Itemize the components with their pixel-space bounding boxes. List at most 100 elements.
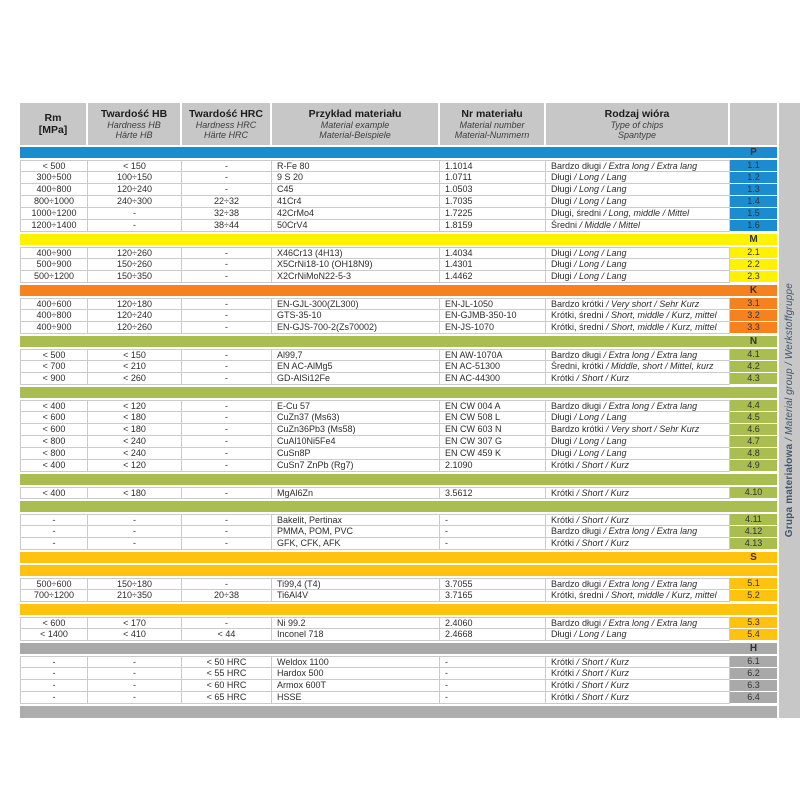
cell-rm: - bbox=[20, 526, 88, 538]
cell-material-number: - bbox=[440, 514, 546, 526]
chip-type-en-de: / Long / Lang bbox=[571, 436, 627, 446]
cell-chip-type: Krótki / Short / Kurz bbox=[546, 487, 730, 499]
group-bar-p: P bbox=[20, 147, 777, 158]
cell-rm: 1000÷1200 bbox=[20, 208, 88, 220]
row-id-badge: 4.2 bbox=[730, 361, 777, 373]
cell-material-number: EN AC-51300 bbox=[440, 361, 546, 373]
cell-chip-type: Bardzo długi / Extra long / Extra lang bbox=[546, 160, 730, 172]
cell-chip-type: Bardzo długi / Extra long / Extra lang bbox=[546, 526, 730, 538]
chip-type-pl: Bardzo długi bbox=[551, 579, 602, 589]
cell-chip-type: Krótki / Short / Kurz bbox=[546, 656, 730, 668]
cell-hardness-hrc: - bbox=[182, 247, 272, 259]
table-row: < 800 < 240- CuSn8P EN CW 459 K Długi / Long… bbox=[20, 448, 777, 460]
cell-material-number: EN CW 307 G bbox=[440, 436, 546, 448]
table-row: 400÷600 120÷180- EN-GJL-300(ZL300) EN-JL-10… bbox=[20, 298, 777, 310]
cell-hardness-hb: < 410 bbox=[88, 629, 182, 641]
cell-rm: 400÷800 bbox=[20, 310, 88, 322]
cell-hardness-hb: - bbox=[88, 680, 182, 692]
cell-hardness-hrc: - bbox=[182, 412, 272, 424]
table-row: - - - GFK, CFK, AFK - Krótki / Short / Kurz 4.… bbox=[20, 538, 777, 550]
chip-type-pl: Krótki bbox=[551, 692, 575, 702]
col-header-material-example: Przykład materiału Material example Mate… bbox=[272, 103, 440, 145]
cell-material-number: 2.1090 bbox=[440, 460, 546, 472]
chip-type-en-de: / Long / Lang bbox=[571, 172, 627, 182]
cell-rm: < 700 bbox=[20, 361, 88, 373]
cell-chip-type: Krótki / Short / Kurz bbox=[546, 460, 730, 472]
cell-chip-type: Długi / Long / Lang bbox=[546, 629, 730, 641]
cell-material-example: PMMA, POM, PVC bbox=[272, 526, 440, 538]
cell-material-number: 1.4462 bbox=[440, 271, 546, 283]
group-divider bbox=[20, 501, 777, 512]
row-id-badge: 1.4 bbox=[730, 196, 777, 208]
row-id-badge: 4.12 bbox=[730, 526, 777, 538]
group-bar-m: M bbox=[20, 234, 777, 245]
cell-hardness-hb: < 240 bbox=[88, 448, 182, 460]
chip-type-en-de: / Short / Kurz bbox=[574, 488, 630, 498]
chip-type-en-de: / Extra long / Extra lang bbox=[601, 161, 698, 171]
cell-material-number: - bbox=[440, 656, 546, 668]
cell-hardness-hrc: 22÷32 bbox=[182, 196, 272, 208]
chip-type-pl: Długi bbox=[551, 448, 572, 458]
cell-material-number: 2.4668 bbox=[440, 629, 546, 641]
material-group-side-label: Grupa materiałowa / Material group / Wer… bbox=[784, 283, 795, 537]
cell-hardness-hrc: - bbox=[182, 298, 272, 310]
group-letter: P bbox=[750, 147, 757, 158]
row-id-badge: 5.2 bbox=[730, 590, 777, 602]
cell-chip-type: Długi, średni / Long, middle / Mittel bbox=[546, 208, 730, 220]
cell-rm: 400÷900 bbox=[20, 247, 88, 259]
row-id-badge: 1.6 bbox=[730, 220, 777, 232]
cell-rm: < 600 bbox=[20, 424, 88, 436]
cell-hardness-hb: - bbox=[88, 220, 182, 232]
cell-hardness-hrc: - bbox=[182, 400, 272, 412]
cell-hardness-hb: 120÷240 bbox=[88, 184, 182, 196]
group-letter: M bbox=[749, 234, 758, 245]
chip-type-pl: Krótki bbox=[551, 680, 575, 690]
cell-hardness-hrc: - bbox=[182, 160, 272, 172]
cell-chip-type: Długi / Long / Lang bbox=[546, 184, 730, 196]
cell-hardness-hb: - bbox=[88, 514, 182, 526]
chip-type-pl: Długi bbox=[551, 629, 572, 639]
row-id-badge: 2.1 bbox=[730, 247, 777, 259]
cell-hardness-hb: < 240 bbox=[88, 436, 182, 448]
chip-type-en-de: / Short / Kurz bbox=[574, 692, 630, 702]
row-id-badge: 1.5 bbox=[730, 208, 777, 220]
table-row: < 600 < 180- CuZn36Pb3 (Ms58) EN CW 603 N Ba… bbox=[20, 424, 777, 436]
cell-material-number: 1.0711 bbox=[440, 172, 546, 184]
group-divider bbox=[20, 387, 777, 398]
cell-hardness-hb: - bbox=[88, 656, 182, 668]
cell-material-number: 2.4060 bbox=[440, 617, 546, 629]
chip-type-pl: Długi bbox=[551, 172, 572, 182]
chip-type-en-de: / Very short / Sehr Kurz bbox=[603, 424, 700, 434]
cell-hardness-hb: < 120 bbox=[88, 400, 182, 412]
table-row: - - < 50 HRC Weldox 1100- Krótki / Short / K… bbox=[20, 656, 777, 668]
group-divider bbox=[20, 474, 777, 485]
row-id-badge: 4.4 bbox=[730, 400, 777, 412]
table-row: 700÷1200 210÷350 20÷38 Ti6Al4V 3.7165 Krótki,… bbox=[20, 590, 777, 602]
cell-chip-type: Długi / Long / Lang bbox=[546, 436, 730, 448]
cell-hardness-hrc: 20÷38 bbox=[182, 590, 272, 602]
table-row: 500÷1200 150÷350- X2CrNiMoN22-5-3 1.4462 Dłu… bbox=[20, 271, 777, 283]
cell-hardness-hrc: - bbox=[182, 172, 272, 184]
cell-rm: - bbox=[20, 514, 88, 526]
cell-hardness-hrc: - bbox=[182, 514, 272, 526]
cell-rm: < 1400 bbox=[20, 629, 88, 641]
cell-material-example: Weldox 1100 bbox=[272, 656, 440, 668]
cell-chip-type: Krótki / Short / Kurz bbox=[546, 692, 730, 704]
table-body: P < 500 < 150- R-Fe 80 1.1014 Bardzo długi / … bbox=[20, 147, 777, 704]
table-row: 500÷600 150÷180- Ti99,4 (T4) 3.7055 Bardzo d… bbox=[20, 578, 777, 590]
cell-material-example: GD-AlSi12Fe bbox=[272, 373, 440, 385]
row-id-badge: 1.2 bbox=[730, 172, 777, 184]
chip-type-en-de: / Middle, short / Mittel, kurz bbox=[603, 361, 714, 371]
group-divider bbox=[20, 565, 777, 576]
table-row: 1200÷1400-38÷44 50CrV4 1.8159 Średni / Midd… bbox=[20, 220, 777, 232]
cell-hardness-hb: < 260 bbox=[88, 373, 182, 385]
chip-type-en-de: / Short / Kurz bbox=[574, 668, 630, 678]
table-row: 1000÷1200-32÷38 42CrMo4 1.7225 Długi, średn… bbox=[20, 208, 777, 220]
row-id-badge: 3.1 bbox=[730, 298, 777, 310]
cell-hardness-hrc: - bbox=[182, 424, 272, 436]
cell-rm: < 900 bbox=[20, 373, 88, 385]
cell-rm: 700÷1200 bbox=[20, 590, 88, 602]
cell-chip-type: Krótki / Short / Kurz bbox=[546, 373, 730, 385]
chip-type-pl: Bardzo długi bbox=[551, 618, 602, 628]
cell-chip-type: Krótki / Short / Kurz bbox=[546, 538, 730, 550]
